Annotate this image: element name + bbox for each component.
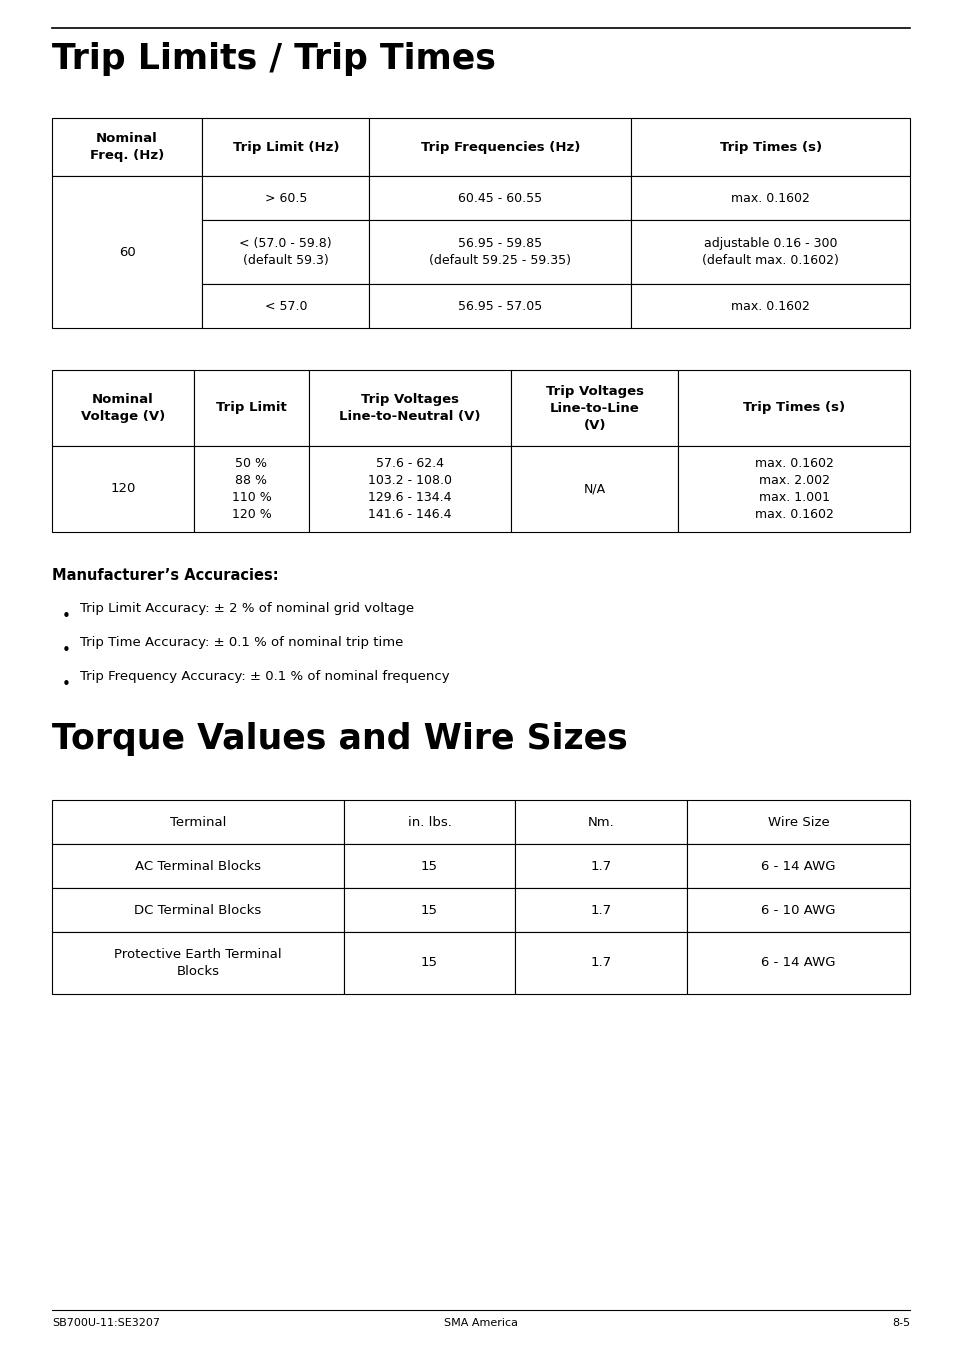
Bar [678, 446, 909, 531]
Bar [631, 176, 909, 220]
Text: Protective Earth Terminal
Blocks: Protective Earth Terminal Blocks [114, 948, 281, 977]
Text: Trip Limit: Trip Limit [216, 402, 287, 415]
Text: < 57.0: < 57.0 [264, 300, 307, 312]
Bar [52, 844, 343, 888]
Text: 15: 15 [420, 956, 437, 969]
Text: 1.7: 1.7 [590, 903, 611, 917]
Bar [686, 932, 909, 994]
Bar [343, 888, 515, 932]
Bar [369, 176, 631, 220]
Text: N/A: N/A [583, 483, 605, 495]
Text: AC Terminal Blocks: AC Terminal Blocks [134, 860, 260, 872]
Text: 15: 15 [420, 860, 437, 872]
Bar [515, 844, 686, 888]
Text: 57.6 - 62.4
103.2 - 108.0
129.6 - 134.4
141.6 - 146.4: 57.6 - 62.4 103.2 - 108.0 129.6 - 134.4 … [368, 457, 452, 521]
Bar [52, 118, 202, 176]
Text: adjustable 0.16 - 300
(default max. 0.1602): adjustable 0.16 - 300 (default max. 0.16… [701, 237, 838, 266]
Bar [515, 888, 686, 932]
Text: max. 0.1602: max. 0.1602 [730, 300, 809, 312]
Text: •: • [62, 608, 71, 625]
Bar [631, 284, 909, 329]
Text: 56.95 - 57.05: 56.95 - 57.05 [457, 300, 542, 312]
Bar [52, 446, 193, 531]
Text: Nominal
Freq. (Hz): Nominal Freq. (Hz) [90, 132, 164, 162]
Bar [309, 370, 511, 446]
Text: Nm.: Nm. [587, 815, 614, 829]
Bar [343, 844, 515, 888]
Bar [343, 932, 515, 994]
Text: 1.7: 1.7 [590, 860, 611, 872]
Bar [52, 932, 343, 994]
Text: Trip Voltages
Line-to-Neutral (V): Trip Voltages Line-to-Neutral (V) [339, 393, 480, 423]
Text: DC Terminal Blocks: DC Terminal Blocks [134, 903, 261, 917]
Text: Terminal: Terminal [170, 815, 226, 829]
Bar [631, 220, 909, 284]
Text: Trip Voltages
Line-to-Line
(V): Trip Voltages Line-to-Line (V) [545, 384, 643, 431]
Bar [369, 220, 631, 284]
Text: SB700U-11:SE3207: SB700U-11:SE3207 [52, 1318, 160, 1328]
Bar [369, 118, 631, 176]
Text: 50 %
88 %
110 %
120 %: 50 % 88 % 110 % 120 % [232, 457, 271, 521]
Bar [686, 844, 909, 888]
Text: Trip Limit (Hz): Trip Limit (Hz) [233, 141, 338, 154]
Bar [52, 888, 343, 932]
Text: Wire Size: Wire Size [767, 815, 828, 829]
Text: 15: 15 [420, 903, 437, 917]
Text: Trip Frequencies (Hz): Trip Frequencies (Hz) [420, 141, 579, 154]
Text: < (57.0 - 59.8)
(default 59.3): < (57.0 - 59.8) (default 59.3) [239, 237, 332, 266]
Bar [369, 284, 631, 329]
Text: Trip Limit Accuracy: ± 2 % of nominal grid voltage: Trip Limit Accuracy: ± 2 % of nominal gr… [80, 602, 414, 615]
Bar [343, 800, 515, 844]
Bar [511, 446, 678, 531]
Text: •: • [62, 677, 71, 692]
Bar [515, 800, 686, 844]
Text: •: • [62, 644, 71, 658]
Bar [511, 370, 678, 446]
Bar [686, 800, 909, 844]
Text: 60: 60 [118, 246, 135, 258]
Text: 1.7: 1.7 [590, 956, 611, 969]
Bar [309, 446, 511, 531]
Bar [686, 888, 909, 932]
Bar [52, 370, 193, 446]
Bar [52, 800, 343, 844]
Text: Trip Times (s): Trip Times (s) [742, 402, 844, 415]
Text: 120: 120 [110, 483, 135, 495]
Text: 6 - 10 AWG: 6 - 10 AWG [760, 903, 835, 917]
Bar [515, 932, 686, 994]
Text: 60.45 - 60.55: 60.45 - 60.55 [457, 192, 542, 204]
Text: Trip Time Accuracy: ± 0.1 % of nominal trip time: Trip Time Accuracy: ± 0.1 % of nominal t… [80, 635, 403, 649]
Bar [202, 284, 369, 329]
Text: max. 0.1602: max. 0.1602 [730, 192, 809, 204]
Text: 56.95 - 59.85
(default 59.25 - 59.35): 56.95 - 59.85 (default 59.25 - 59.35) [429, 237, 571, 266]
Text: Manufacturer’s Accuracies:: Manufacturer’s Accuracies: [52, 568, 278, 583]
Text: max. 0.1602
max. 2.002
max. 1.001
max. 0.1602: max. 0.1602 max. 2.002 max. 1.001 max. 0… [754, 457, 833, 521]
Bar [193, 370, 309, 446]
Text: Trip Times (s): Trip Times (s) [719, 141, 821, 154]
Text: Trip Limits / Trip Times: Trip Limits / Trip Times [52, 42, 496, 76]
Bar [678, 370, 909, 446]
Text: in. lbs.: in. lbs. [407, 815, 451, 829]
Bar [202, 176, 369, 220]
Text: > 60.5: > 60.5 [264, 192, 307, 204]
Text: SMA America: SMA America [443, 1318, 517, 1328]
Text: Nominal
Voltage (V): Nominal Voltage (V) [81, 393, 165, 423]
Bar [202, 220, 369, 284]
Bar [631, 118, 909, 176]
Text: 8-5: 8-5 [891, 1318, 909, 1328]
Text: 6 - 14 AWG: 6 - 14 AWG [760, 860, 835, 872]
Text: Trip Frequency Accuracy: ± 0.1 % of nominal frequency: Trip Frequency Accuracy: ± 0.1 % of nomi… [80, 671, 449, 683]
Bar [202, 118, 369, 176]
Bar [193, 446, 309, 531]
Text: Torque Values and Wire Sizes: Torque Values and Wire Sizes [52, 722, 627, 756]
Text: 6 - 14 AWG: 6 - 14 AWG [760, 956, 835, 969]
Bar [52, 176, 202, 329]
